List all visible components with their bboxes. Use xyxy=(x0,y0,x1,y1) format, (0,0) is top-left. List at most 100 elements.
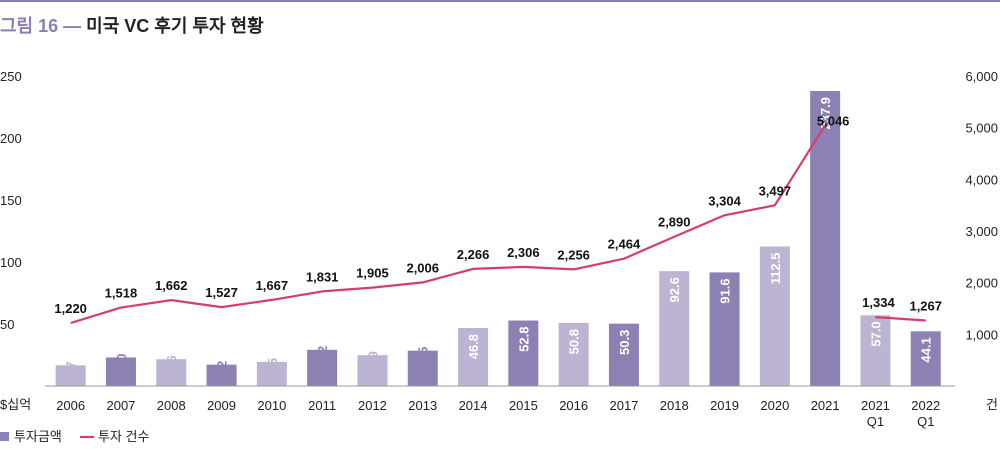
x-tick-label: 2021 xyxy=(861,398,890,413)
x-tick-label: 2006 xyxy=(56,398,85,413)
bar xyxy=(357,355,388,386)
x-tick-label: Q1 xyxy=(867,414,884,429)
left-tick-label: 250 xyxy=(0,69,22,84)
x-tick-label: 2020 xyxy=(760,398,789,413)
line-value-label: 1,667 xyxy=(256,278,289,293)
line-value-label: 3,304 xyxy=(708,193,741,208)
legend-line-label: 투자 건수 xyxy=(98,429,149,444)
line-value-label: 1,220 xyxy=(54,301,87,316)
bar-value-label: 21.6 xyxy=(164,355,179,380)
line-value-label: 2,006 xyxy=(406,260,439,275)
left-tick-label: 100 xyxy=(0,255,22,270)
x-tick-label: 2017 xyxy=(609,398,638,413)
title-text: 미국 VC 후기 투자 현황 xyxy=(86,16,264,36)
bar-value-label: 46.8 xyxy=(466,334,481,359)
bar-value-label: 17.2 xyxy=(215,361,230,386)
bar xyxy=(307,349,338,386)
left-tick-label: 50 xyxy=(0,317,14,332)
bar-value-label: 52.8 xyxy=(516,327,531,352)
left-tick-label: 150 xyxy=(0,193,22,208)
line-value-label: 1,267 xyxy=(909,299,942,314)
bar xyxy=(458,327,489,386)
bar xyxy=(709,272,740,386)
bar xyxy=(508,320,539,386)
right-tick-label: 4,000 xyxy=(965,172,998,187)
bar-value-label: 29.2 xyxy=(315,346,330,371)
x-tick-label: 2010 xyxy=(257,398,286,413)
bar xyxy=(105,357,136,386)
right-axis-unit: 건 xyxy=(986,397,998,412)
figure-label: 그림 16 — xyxy=(0,16,82,36)
x-tick-label: 2012 xyxy=(358,398,387,413)
right-tick-label: 5,000 xyxy=(965,121,998,136)
line-value-labels: 1,220 1,518 1,662 1,527 1,667 1,831 1,905 2,006… xyxy=(54,113,942,316)
bar-value-label: 44.1 xyxy=(919,337,934,362)
x-tick-label: 2019 xyxy=(710,398,739,413)
x-tick-label: 2009 xyxy=(207,398,236,413)
bar xyxy=(608,323,639,386)
line-value-label: 2,266 xyxy=(457,247,490,262)
bar-series xyxy=(55,91,941,386)
line-value-label: 2,256 xyxy=(557,247,590,262)
x-tick-label: 2016 xyxy=(559,398,588,413)
title-rule xyxy=(0,0,1000,2)
bar-value-label: 28.5 xyxy=(416,347,431,372)
bar-value-label: 92.6 xyxy=(667,277,682,302)
bar xyxy=(860,315,891,386)
bar-value-label: 24.9 xyxy=(365,351,380,376)
line-value-label: 2,890 xyxy=(658,215,691,230)
bar xyxy=(810,91,841,386)
bar xyxy=(256,361,287,386)
bar xyxy=(156,359,187,386)
bar-value-label: 23.0 xyxy=(114,353,129,378)
bar-value-label: 50.3 xyxy=(617,330,632,355)
right-tick-label: 6,000 xyxy=(965,69,998,84)
left-axis-unit: $십억 xyxy=(0,397,31,412)
x-tick-label: Q1 xyxy=(917,414,934,429)
bar-value-label: 237.9 xyxy=(818,97,833,130)
line-segment xyxy=(70,124,827,325)
line-value-label: 2,464 xyxy=(608,237,641,252)
x-tick-label: 2018 xyxy=(660,398,689,413)
x-tick-label: 2015 xyxy=(509,398,538,413)
chart-title: 그림 16 — 미국 VC 후기 투자 현황 xyxy=(0,12,264,38)
line-series xyxy=(70,124,926,325)
line-value-label: 1,518 xyxy=(105,286,138,301)
right-tick-label: 3,000 xyxy=(965,224,998,239)
bar-value-label: 112.5 xyxy=(768,253,783,285)
left-axis: 50 100 150 200 250 $십억 xyxy=(0,69,31,412)
line-value-label: 1,527 xyxy=(205,285,238,300)
x-tick-label: 2021 xyxy=(811,398,840,413)
x-tick-label: 2007 xyxy=(106,398,135,413)
bar xyxy=(558,323,589,386)
line-value-label: 1,905 xyxy=(356,266,389,281)
x-tick-label: 2022 xyxy=(911,398,940,413)
x-tick-label: 2014 xyxy=(459,398,488,413)
bar xyxy=(910,331,941,386)
legend-bar-swatch xyxy=(0,432,9,441)
left-tick-label: 200 xyxy=(0,131,22,146)
x-tick-label: 2013 xyxy=(408,398,437,413)
bar xyxy=(659,271,690,386)
line-value-label: 1,662 xyxy=(155,278,188,293)
bar-value-label: 50.8 xyxy=(567,329,582,354)
legend-bar-label: 투자금액 xyxy=(14,429,62,444)
bar xyxy=(206,364,237,386)
right-tick-label: 2,000 xyxy=(965,276,998,291)
x-tick-label: 2011 xyxy=(308,398,336,413)
x-axis: 2006 2007 2008 2009 2010 2011 2012 2013 2014 2015… xyxy=(45,385,955,429)
line-value-label: 2,306 xyxy=(507,245,540,260)
line-value-label: 1,831 xyxy=(306,269,339,284)
right-tick-label: 1,000 xyxy=(965,327,998,342)
right-axis: 1,000 2,000 3,000 4,000 5,000 6,000 건 xyxy=(965,69,998,412)
line-value-label: 5,046 xyxy=(817,113,850,128)
bar xyxy=(759,246,790,386)
x-tick-label: 2008 xyxy=(157,398,186,413)
line-value-label: 3,497 xyxy=(759,183,792,198)
bar-value-labels: 16.7 23.0 21.6 17.2 19.5 29.2 24.9 28.5 46.8 52.8… xyxy=(64,97,934,387)
bar-value-label: 19.5 xyxy=(265,358,280,383)
bar xyxy=(55,365,86,386)
legend: 투자금액 투자 건수 xyxy=(0,429,149,444)
bar-value-label: 16.7 xyxy=(64,361,79,386)
